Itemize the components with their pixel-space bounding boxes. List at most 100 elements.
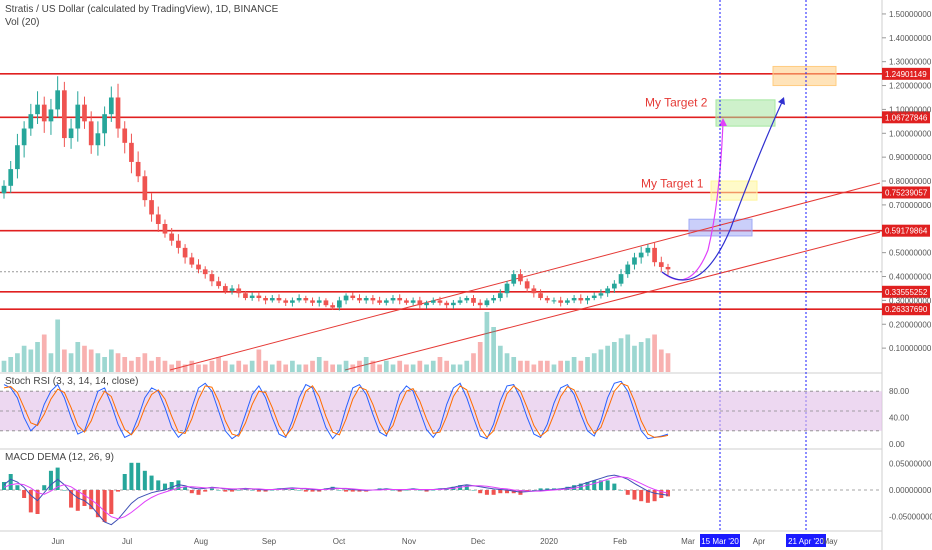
candle-body [310, 300, 315, 303]
volume-bar [263, 360, 268, 372]
macd-histogram-bar [337, 490, 342, 491]
time-tick-label: Feb [613, 537, 627, 546]
date-marker-label: 21 Apr '20 [788, 537, 824, 546]
price-tick-label: 0.40000000 [889, 273, 932, 282]
macd-histogram-bar [357, 490, 362, 492]
stoch-tick-label: 80.00 [889, 387, 910, 396]
volume-bar [605, 345, 610, 372]
candle-body [149, 200, 154, 215]
macd-histogram-bar [1, 482, 7, 490]
candle-body [397, 298, 403, 301]
macd-histogram-bar [230, 490, 235, 492]
macd-tick-label: 0.05000000 [889, 459, 932, 468]
volume-bar [229, 364, 235, 372]
volume-bar [189, 360, 195, 372]
candle-body [410, 300, 416, 303]
candle-body [236, 288, 242, 294]
volume-bar [149, 360, 154, 372]
macd-histogram-bar [102, 490, 107, 522]
volume-bar [129, 360, 134, 372]
candle-body [8, 169, 14, 186]
level-tag [882, 111, 930, 124]
level-tag [882, 67, 930, 80]
candle-body [303, 298, 309, 301]
candle-body [591, 295, 597, 298]
volume-bar [108, 349, 114, 372]
level-tag-label: 0.59179864 [885, 227, 928, 236]
price-tick-label: 0.80000000 [889, 177, 932, 186]
level-tag-label: 0.33555252 [885, 288, 928, 297]
price-tick-label: 1.50000000 [889, 10, 932, 19]
macd-histogram-bar [122, 474, 127, 490]
candle-body [323, 300, 329, 306]
candle-body [62, 90, 67, 139]
candle-body [162, 224, 168, 234]
volume-bar [15, 353, 20, 372]
candle-body [243, 293, 248, 298]
volume-bar [75, 342, 81, 372]
candle-body [102, 114, 107, 134]
volume-bar [68, 353, 74, 372]
time-tick-label: 2020 [540, 537, 558, 546]
volume-bar [591, 353, 597, 372]
volume-bar [316, 357, 322, 372]
volume-bar [216, 357, 221, 372]
volume-bar [410, 364, 416, 372]
volume-bar [182, 364, 188, 372]
macd-tick-label: -0.05000000 [889, 513, 932, 522]
macd-histogram-bar [612, 483, 617, 490]
time-tick-label: Aug [194, 537, 208, 546]
macd-histogram-bar [216, 490, 221, 491]
candle-body [491, 298, 496, 301]
macd-histogram-bar [263, 490, 268, 492]
candle-body [263, 298, 268, 301]
stoch-rsi-pane: 80.00 40.00 0.00 [0, 380, 910, 449]
level-tag [882, 186, 930, 199]
volume-bars [1, 312, 671, 372]
volume-bar [88, 349, 94, 372]
macd-histogram-bar [162, 483, 167, 490]
candle-body [290, 300, 295, 303]
price-tick-label: 1.40000000 [889, 34, 932, 43]
channel-upper-line [169, 182, 881, 371]
macd-histogram-bar [109, 490, 114, 514]
target-box [772, 65, 837, 87]
target-annotation: My Target 1 [641, 176, 704, 190]
candle-body [511, 274, 517, 284]
candle-body [357, 298, 362, 301]
candle-body [256, 295, 262, 298]
volume-bar [296, 364, 302, 372]
price-tick-label: 0.70000000 [889, 201, 932, 210]
candle-body [551, 300, 557, 302]
price-tick-label: 0.90000000 [889, 153, 932, 162]
price-tick-label: 1.10000000 [889, 105, 932, 114]
volume-bar [249, 360, 255, 372]
volume-bar [283, 364, 289, 372]
date-marker-label: 15 Mar '20 [701, 537, 739, 546]
macd-histogram-bar [317, 490, 322, 492]
macd-histogram-bar [645, 490, 650, 503]
volume-bar [377, 364, 382, 372]
time-tick-label: Dec [471, 537, 485, 546]
macd-histogram-bar [250, 490, 255, 491]
volume-bar [578, 360, 584, 372]
volume-bar [155, 357, 161, 372]
volume-bar [424, 364, 429, 372]
candle-body [665, 266, 671, 270]
candle-body [578, 298, 584, 301]
candle-body [343, 295, 349, 301]
macd-histogram-bar [256, 490, 261, 492]
macd-pane: 0.05000000 0.00000000 -0.05000000 [0, 459, 932, 526]
candle-body [451, 302, 456, 306]
volume-bar [115, 353, 121, 372]
macd-histogram-bar [15, 485, 20, 490]
macd-histogram-bar [619, 490, 624, 491]
volume-bar [169, 364, 175, 372]
candle-body [390, 298, 396, 301]
time-tick-label: Jul [122, 537, 132, 546]
volume-bar [477, 342, 483, 372]
stoch-k-line [3, 380, 669, 440]
macd-histogram-bar [531, 490, 536, 491]
volume-bar [330, 364, 335, 372]
